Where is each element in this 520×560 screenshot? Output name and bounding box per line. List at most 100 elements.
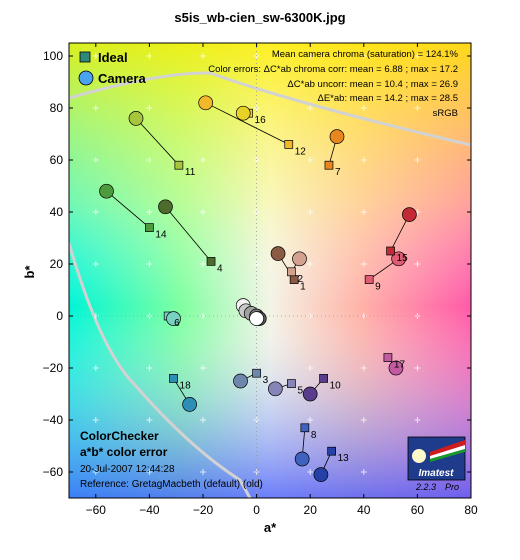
patch-9: 9 — [364, 251, 406, 293]
legend-ideal-label: Ideal — [98, 50, 128, 65]
camera-marker — [128, 111, 144, 126]
y-tick-label: 100 — [43, 49, 63, 63]
patch-label: 4 — [217, 263, 223, 274]
ideal-marker — [327, 446, 336, 456]
patch-label: 3 — [263, 375, 269, 386]
ideal-marker — [364, 275, 374, 284]
ideal-marker — [252, 368, 261, 378]
grid-plus-marker — [92, 157, 99, 163]
ideal-marker — [287, 267, 296, 277]
patch-13: 13 — [313, 446, 349, 482]
patch-label: 9 — [375, 282, 381, 293]
grid-plus-marker — [307, 105, 314, 111]
patch-error-line — [205, 102, 289, 145]
camera-marker — [313, 467, 329, 482]
ideal-marker — [287, 379, 296, 388]
grid-plus-marker — [360, 469, 367, 475]
camera-marker — [294, 451, 310, 467]
patch-label: 1 — [300, 282, 306, 293]
y-tick-label: −20 — [43, 361, 64, 375]
camera-marker — [391, 251, 406, 267]
camera-marker — [235, 105, 251, 121]
grid-plus-marker — [200, 365, 206, 371]
patch-2: 2 — [287, 251, 307, 285]
footer-block: ColorChecker a*b* color error 20-Jul-200… — [80, 429, 263, 490]
grid-plus-marker — [414, 105, 421, 111]
camera-marker — [292, 251, 307, 267]
x-tick-label: −20 — [193, 503, 214, 517]
stats-chroma: Mean camera chroma (saturation) = 124.1% — [272, 49, 459, 60]
logo-stripe-white — [430, 445, 465, 459]
patch-label: 14 — [155, 230, 167, 241]
camera-marker — [166, 311, 181, 326]
grid-plus-marker — [307, 365, 314, 371]
y-tick-label: 40 — [50, 205, 64, 219]
stats-uncorr: ΔC*ab uncorr: mean = 10.4 ; max = 26.9 — [287, 79, 458, 90]
legend: Ideal Camera — [78, 50, 146, 86]
logo-sun-icon — [412, 449, 426, 463]
patch-label: 11 — [185, 167, 196, 178]
grid-plus-marker — [360, 53, 367, 59]
footer-title-2: a*b* color error — [80, 445, 168, 459]
grid-plus-marker — [307, 417, 314, 423]
grid-plus-marker — [92, 365, 99, 371]
grid-plus-marker — [146, 209, 153, 215]
camera-marker — [268, 381, 283, 397]
grid-plus-marker — [146, 417, 153, 423]
plot-frame — [68, 42, 472, 499]
patch-8: 8 — [294, 423, 317, 467]
grid-plus-marker — [307, 469, 314, 475]
patch-11: 11 — [128, 111, 196, 178]
grid-plus-marker — [146, 53, 153, 59]
grid-plus-marker — [146, 105, 153, 111]
ideal-marker — [319, 374, 328, 383]
logo-version: 2.2.3 — [415, 482, 436, 492]
grid-plus-marker — [92, 105, 99, 111]
camera-marker — [302, 386, 318, 402]
x-tick-label: −40 — [139, 503, 160, 517]
stats-chroma-corr: Color errors: ΔC*ab chroma corr: mean = … — [208, 64, 458, 75]
ideal-marker — [324, 160, 334, 170]
ideal-marker — [206, 257, 216, 266]
grid-plus-marker — [92, 469, 99, 475]
patch-5: 5 — [268, 379, 303, 397]
patch-15: 15 — [386, 207, 417, 264]
grid-plus-marker — [200, 157, 206, 163]
stats-block: Mean camera chroma (saturation) = 124.1%… — [208, 49, 458, 119]
patch-label: 16 — [255, 115, 267, 126]
x-tick-label: 80 — [464, 503, 478, 517]
y-tick-label: −60 — [43, 465, 64, 479]
patch-error-line — [165, 206, 212, 262]
patch-4: 4 — [158, 199, 223, 274]
patch-label: 17 — [394, 360, 406, 371]
x-axis-label: a* — [264, 520, 277, 535]
ideal-marker — [300, 423, 310, 433]
legend-camera-marker — [78, 70, 94, 86]
grid-plus-marker — [360, 105, 367, 111]
patch-label: 10 — [330, 380, 342, 391]
grid-plus-marker — [146, 469, 153, 475]
grid-plus-marker — [200, 469, 206, 475]
grid-plus-marker — [307, 313, 314, 319]
x-tick-label: −60 — [86, 503, 107, 517]
grid-plus-marker — [146, 157, 153, 163]
patch-18: 18 — [169, 374, 197, 412]
grid-plus-marker — [414, 417, 421, 423]
grid-plus-marker — [414, 157, 421, 163]
logo-stripe-red — [430, 440, 465, 456]
grid-plus-marker — [307, 209, 314, 215]
camera-marker — [249, 311, 264, 326]
grid-plus-marker — [92, 261, 99, 267]
patch-label: 7 — [335, 167, 341, 178]
patch-label: 5 — [297, 386, 303, 397]
x-tick-label: 40 — [357, 503, 371, 517]
camera-marker — [99, 183, 114, 199]
camera-marker — [158, 199, 173, 215]
y-tick-label: 0 — [56, 309, 63, 323]
x-tick-label: 0 — [253, 503, 260, 517]
ideal-marker — [383, 353, 393, 362]
patch-6: 6 — [163, 311, 181, 329]
